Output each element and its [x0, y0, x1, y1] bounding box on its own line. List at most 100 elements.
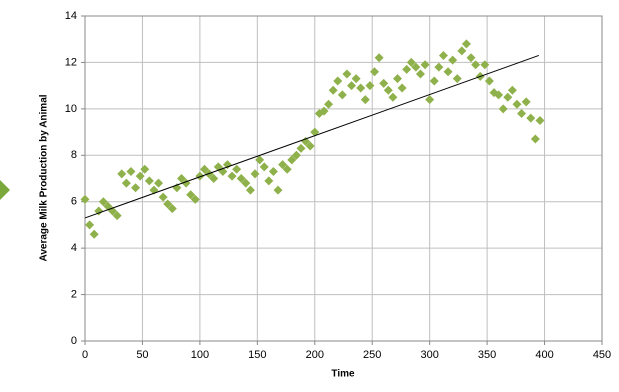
point: [89, 229, 99, 239]
point: [365, 81, 375, 91]
point: [250, 169, 260, 179]
point: [259, 162, 269, 172]
point: [80, 194, 90, 204]
point: [140, 164, 150, 174]
x-tick-label: 150: [248, 349, 266, 361]
x-tick-label: 450: [593, 349, 611, 361]
y-tick-label: 12: [65, 56, 77, 68]
point: [177, 174, 187, 183]
point: [232, 164, 242, 174]
point: [112, 211, 122, 221]
point: [356, 83, 366, 93]
point: [411, 62, 421, 72]
x-tick-label: 50: [136, 349, 148, 361]
point: [461, 39, 471, 49]
point: [333, 76, 343, 86]
y-axis-title: Average Milk Production by Animal: [39, 94, 50, 261]
point: [310, 127, 320, 137]
point: [117, 169, 127, 179]
point: [268, 167, 278, 177]
y-tick-label: 14: [65, 10, 77, 22]
point: [471, 60, 481, 70]
point: [121, 178, 131, 188]
x-tick-label: 200: [306, 349, 324, 361]
point: [429, 76, 439, 86]
point: [383, 85, 393, 95]
point: [443, 67, 453, 77]
x-tick-label: 350: [478, 349, 496, 361]
point: [305, 141, 315, 151]
point: [291, 150, 301, 160]
point: [503, 92, 513, 102]
point: [209, 174, 219, 183]
point: [94, 206, 104, 216]
point: [457, 46, 467, 56]
point: [163, 199, 173, 209]
point: [498, 104, 508, 114]
point: [452, 74, 462, 84]
point: [337, 90, 347, 100]
point: [374, 53, 384, 63]
point: [245, 185, 255, 195]
y-tick-label: 6: [71, 196, 77, 208]
point: [415, 69, 425, 79]
point: [287, 155, 297, 165]
point: [434, 62, 444, 72]
point: [530, 134, 540, 144]
point: [126, 167, 136, 177]
point: [241, 178, 251, 188]
point: [328, 85, 338, 95]
x-tick-label: 0: [82, 349, 88, 361]
y-tick-label: 8: [71, 149, 77, 161]
point: [154, 178, 164, 188]
point: [521, 97, 531, 107]
x-tick-label: 250: [363, 349, 381, 361]
point: [158, 192, 168, 202]
arrow-icon: [0, 180, 10, 200]
point: [535, 115, 545, 125]
point: [282, 164, 292, 174]
point: [448, 55, 458, 65]
point: [438, 50, 448, 60]
point: [517, 109, 527, 118]
point: [370, 67, 380, 77]
point: [131, 183, 141, 193]
point: [484, 76, 494, 86]
point: [360, 95, 370, 105]
point: [190, 194, 200, 204]
point: [296, 143, 306, 153]
point: [195, 171, 205, 181]
x-axis-title: Time: [331, 369, 355, 380]
point: [392, 74, 402, 84]
x-tick-label: 300: [420, 349, 438, 361]
point: [227, 171, 237, 181]
point: [199, 164, 209, 174]
trendline: [84, 54, 539, 219]
point: [425, 95, 435, 105]
point: [255, 155, 265, 165]
point: [466, 53, 476, 63]
point: [402, 64, 412, 74]
x-tick-label: 100: [191, 349, 209, 361]
point: [167, 204, 177, 214]
y-tick-label: 10: [65, 103, 77, 115]
x-tick-label: 400: [535, 349, 553, 361]
point: [324, 99, 334, 109]
point: [278, 160, 288, 170]
point: [351, 74, 361, 84]
point: [144, 176, 154, 186]
point: [379, 78, 389, 88]
point: [507, 85, 517, 95]
point: [135, 171, 145, 181]
point: [397, 83, 407, 93]
point: [406, 57, 416, 67]
point: [347, 81, 357, 91]
point: [301, 136, 311, 146]
point: [186, 190, 196, 200]
plot-border: [84, 15, 603, 342]
y-tick-label: 4: [71, 242, 77, 254]
point: [420, 60, 430, 70]
y-tick-label: 2: [71, 288, 77, 300]
point: [342, 69, 352, 79]
